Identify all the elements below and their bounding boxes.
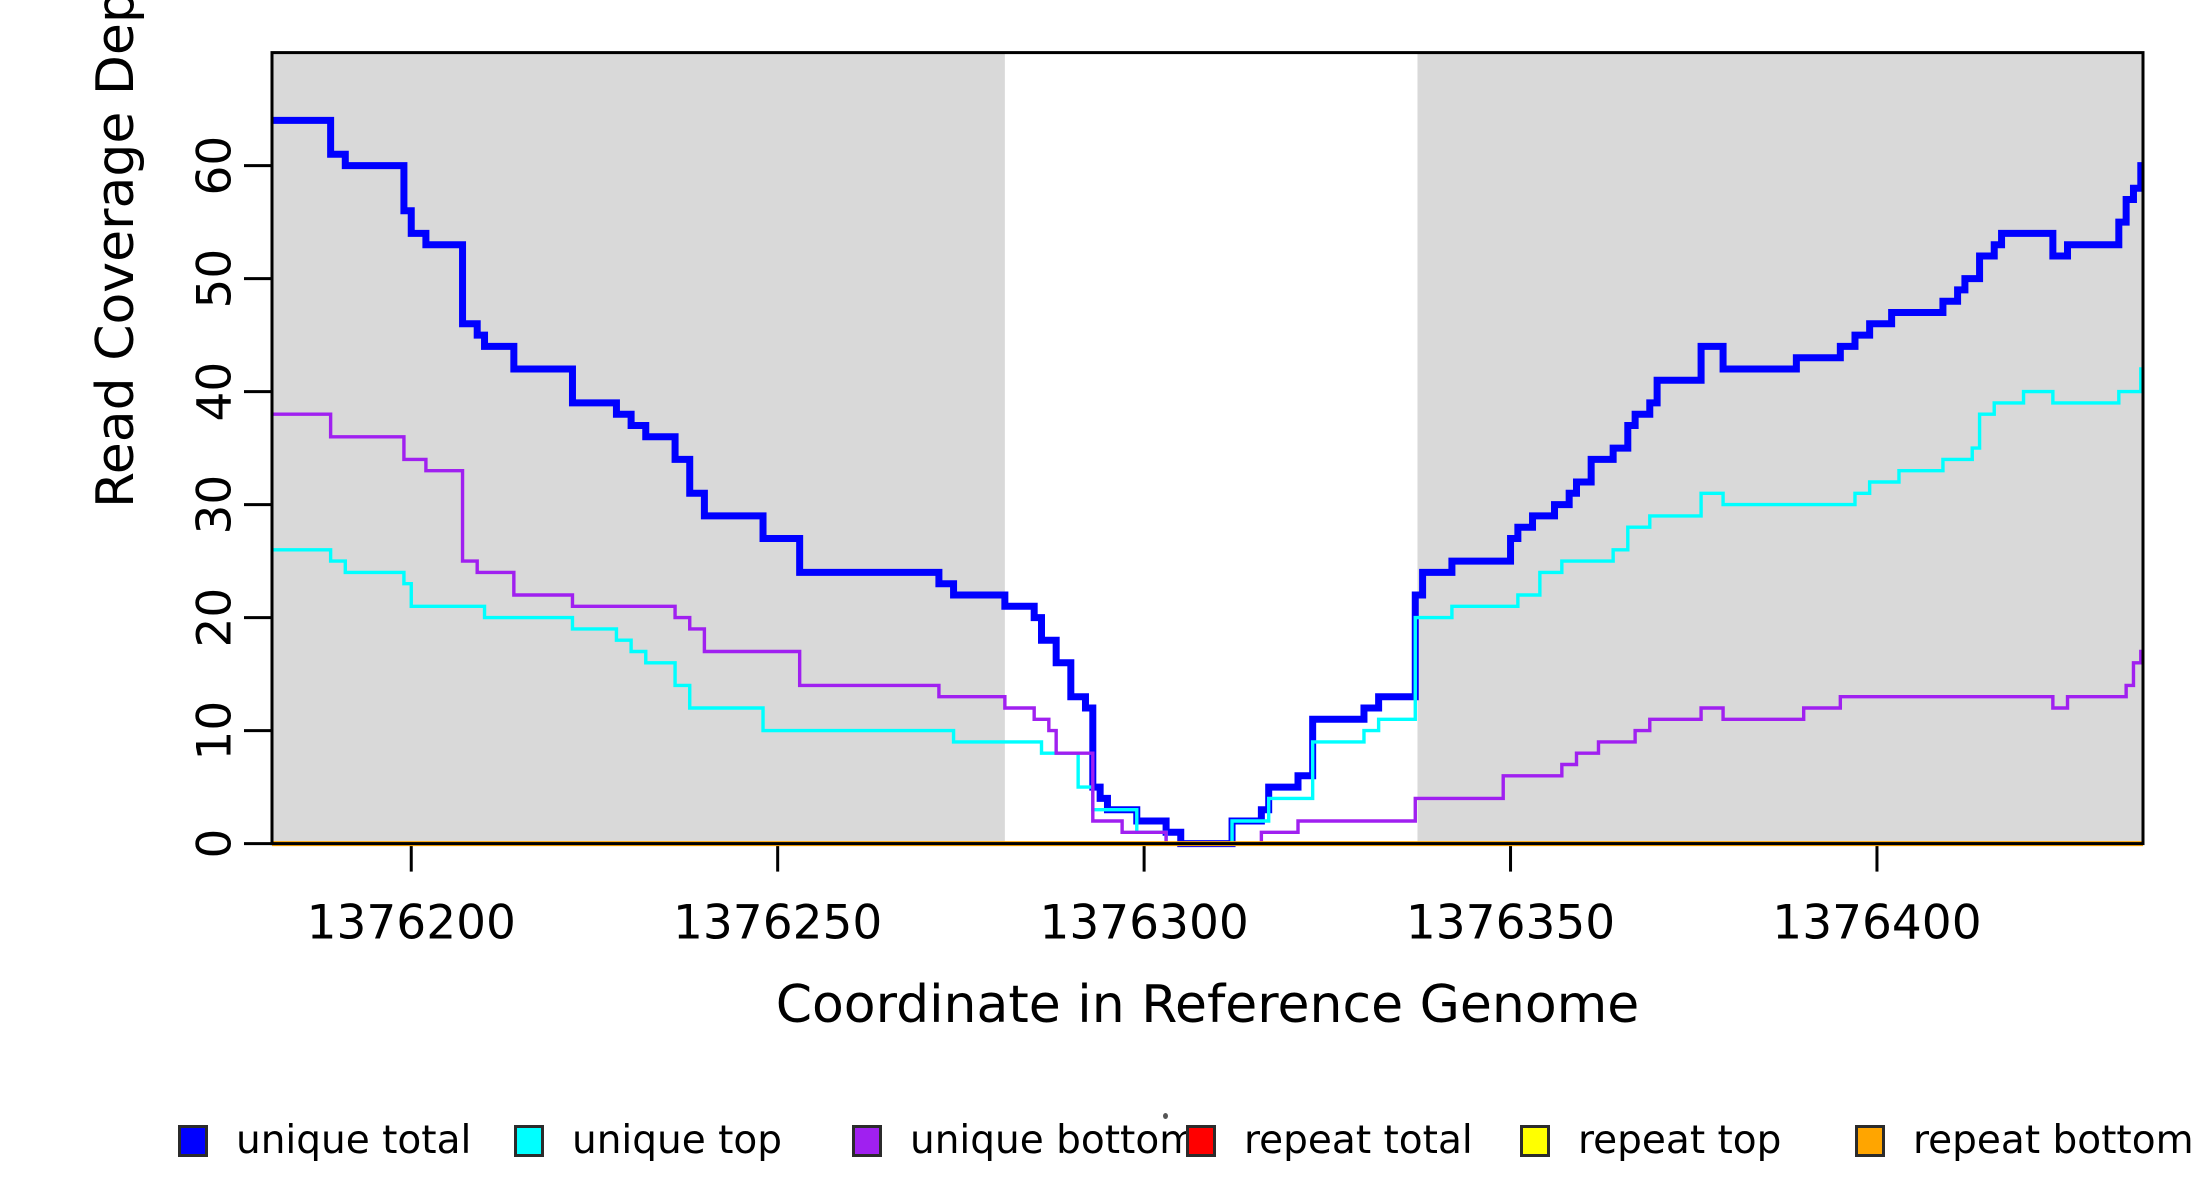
y-tick-label: 60 (188, 136, 243, 196)
legend-item-repeat-top: repeat top (1520, 1118, 1781, 1163)
legend-label: repeat bottom (1913, 1118, 2194, 1163)
legend-swatch-repeat-bottom (1855, 1124, 1885, 1157)
legend-label: unique bottom (910, 1118, 1198, 1163)
y-tick-label: 30 (188, 475, 243, 535)
x-tick-label: 1376350 (1406, 896, 1615, 951)
x-tick-label: 1376400 (1772, 896, 1981, 951)
series-unique-bottom (272, 412, 2143, 846)
legend-swatch-unique-total (178, 1124, 208, 1157)
y-tick-label: 40 (188, 362, 243, 422)
legend-label: unique total (236, 1118, 472, 1163)
legend-item-repeat-bottom: repeat bottom (1855, 1118, 2194, 1163)
y-tick-label: 0 (188, 829, 243, 859)
x-tick-label: 1376250 (673, 896, 882, 951)
legend-label: repeat top (1578, 1118, 1782, 1163)
unique-region-left (272, 52, 1005, 844)
stray-mark (1163, 1113, 1168, 1119)
x-axis-title: Coordinate in Reference Genome (775, 975, 1640, 1035)
legend-swatch-repeat-top (1520, 1124, 1550, 1157)
unique-region-right (1417, 52, 2143, 844)
legend-label: repeat total (1244, 1118, 1473, 1163)
legend-swatch-unique-bottom (852, 1124, 882, 1157)
y-tick-label: 10 (188, 701, 243, 761)
series-unique-top (272, 367, 2143, 846)
legend-item-repeat-total: repeat total (1186, 1118, 1473, 1163)
legend-item-unique-bottom: unique bottom (852, 1118, 1197, 1163)
plot-border (270, 51, 2145, 846)
x-tick-label: 1376200 (307, 896, 516, 951)
legend-swatch-repeat-total (1186, 1124, 1216, 1157)
y-tick-label: 20 (188, 588, 243, 648)
legend-item-unique-top: unique top (514, 1118, 782, 1163)
legend-item-unique-total: unique total (178, 1118, 471, 1163)
legend-swatch-unique-top (514, 1124, 544, 1157)
y-tick-label: 50 (188, 249, 243, 309)
x-tick-label: 1376300 (1039, 896, 1248, 951)
legend-label: unique top (572, 1118, 783, 1163)
